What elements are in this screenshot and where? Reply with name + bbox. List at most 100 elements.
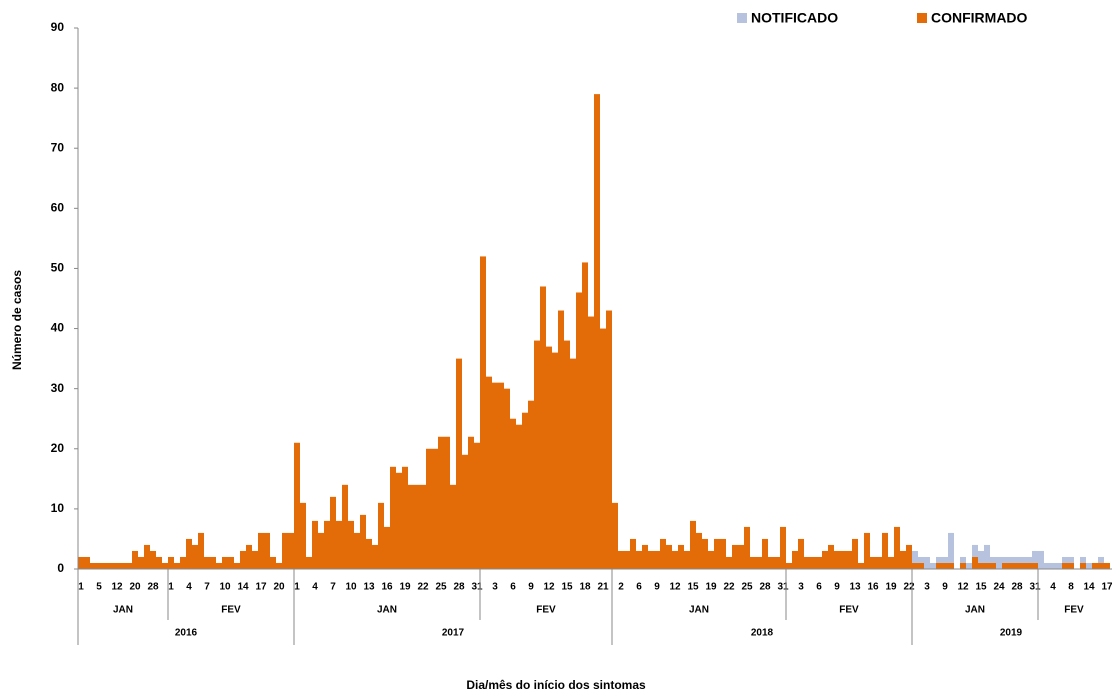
bar xyxy=(96,562,102,569)
bar xyxy=(870,556,876,569)
bar xyxy=(510,418,516,569)
bar xyxy=(684,550,690,569)
bar xyxy=(1008,562,1014,569)
bar xyxy=(528,400,534,569)
bar xyxy=(1062,556,1068,563)
bar xyxy=(1038,550,1044,569)
x-tick-label: 28 xyxy=(147,582,159,593)
bar xyxy=(702,538,708,569)
bar xyxy=(912,550,918,563)
x-tick-label: 22 xyxy=(723,582,735,593)
x-tick-label: 7 xyxy=(330,582,336,593)
bar xyxy=(294,442,300,569)
month-label: JAN xyxy=(113,605,133,616)
bar xyxy=(1086,562,1092,569)
bar xyxy=(402,466,408,569)
bar xyxy=(480,256,486,569)
x-tick-label: 10 xyxy=(219,582,231,593)
x-tick-label: 4 xyxy=(312,582,318,593)
x-tick-label: 6 xyxy=(510,582,516,593)
bar xyxy=(396,472,402,569)
bar xyxy=(972,556,978,569)
legend-label: CONFIRMADO xyxy=(931,10,1028,26)
bar xyxy=(630,538,636,569)
bar xyxy=(642,544,648,569)
bar xyxy=(318,532,324,569)
bar xyxy=(1014,562,1020,569)
bar xyxy=(486,376,492,569)
x-tick-label: 1 xyxy=(294,582,300,593)
x-tick-label: 25 xyxy=(435,582,447,593)
bar xyxy=(732,544,738,569)
x-tick-label: 9 xyxy=(654,582,660,593)
x-tick-label: 17 xyxy=(1101,582,1112,593)
bar xyxy=(978,550,984,563)
bar xyxy=(834,550,840,569)
bar xyxy=(576,292,582,569)
x-tick-label: 12 xyxy=(543,582,555,593)
bar xyxy=(1068,556,1074,563)
y-axis-title: Número de casos xyxy=(10,270,24,370)
x-axis-title: Dia/mês do início dos sintomas xyxy=(466,678,646,692)
bar xyxy=(132,550,138,569)
bar xyxy=(960,562,966,569)
bar xyxy=(636,550,642,569)
bar xyxy=(138,556,144,569)
bar xyxy=(804,556,810,569)
bar xyxy=(270,556,276,569)
bar xyxy=(840,550,846,569)
y-tick-label: 10 xyxy=(51,501,65,515)
bar xyxy=(612,502,618,569)
bar xyxy=(1062,562,1068,569)
x-tick-label: 22 xyxy=(417,582,429,593)
bar xyxy=(816,556,822,569)
bar xyxy=(852,538,858,569)
bar xyxy=(942,556,948,563)
x-tick-label: 3 xyxy=(492,582,498,593)
x-tick-label: 5 xyxy=(96,582,102,593)
y-tick-label: 90 xyxy=(51,20,65,34)
bar xyxy=(912,562,918,569)
legend-swatch xyxy=(737,13,747,23)
bar xyxy=(1104,562,1110,569)
bar xyxy=(456,358,462,569)
bar xyxy=(126,562,132,569)
bar xyxy=(198,532,204,569)
bar xyxy=(492,382,498,569)
bar xyxy=(726,556,732,569)
bar xyxy=(1008,556,1014,563)
bar xyxy=(264,532,270,569)
bar xyxy=(1080,556,1086,563)
x-tick-label: 28 xyxy=(759,582,771,593)
month-label: FEV xyxy=(536,605,556,616)
y-tick-label: 80 xyxy=(51,80,65,94)
year-label: 2019 xyxy=(1000,628,1023,639)
x-tick-label: 31 xyxy=(471,582,483,593)
bar xyxy=(1098,562,1104,569)
bar xyxy=(324,520,330,569)
x-tick-label: 24 xyxy=(993,582,1005,593)
bar xyxy=(282,532,288,569)
bar xyxy=(120,562,126,569)
month-label: JAN xyxy=(377,605,397,616)
bar xyxy=(534,340,540,569)
month-label: FEV xyxy=(839,605,859,616)
bar xyxy=(948,562,954,569)
x-tick-label: 20 xyxy=(273,582,285,593)
bar xyxy=(540,286,546,569)
bar xyxy=(768,556,774,569)
bar xyxy=(222,556,228,569)
bar xyxy=(1020,562,1026,569)
bar xyxy=(846,550,852,569)
y-tick-label: 40 xyxy=(51,321,65,335)
year-label: 2016 xyxy=(175,628,198,639)
bar xyxy=(420,484,426,569)
bar xyxy=(990,556,996,563)
y-tick-label: 0 xyxy=(57,561,64,575)
bar xyxy=(990,562,996,569)
bar xyxy=(738,544,744,569)
bar xyxy=(330,496,336,569)
bar xyxy=(882,532,888,569)
bar xyxy=(570,358,576,569)
bar xyxy=(504,388,510,569)
